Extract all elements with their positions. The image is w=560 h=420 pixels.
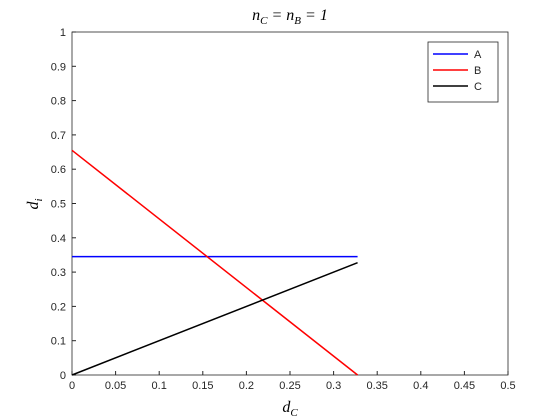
x-tick-label: 0.5 (500, 380, 515, 392)
x-tick-label: 0.45 (454, 380, 475, 392)
y-tick-label: 0.1 (51, 336, 66, 348)
chart-title: nC​ = nB​ = 1 (252, 7, 328, 27)
y-tick-label: 0.7 (51, 130, 66, 142)
y-axis-label: di​ (25, 198, 45, 209)
y-tick-label: 0.8 (51, 96, 66, 108)
y-tick-label: 0.6 (51, 164, 66, 176)
x-tick-label: 0.35 (366, 380, 387, 392)
line (71, 149, 359, 376)
y-tick-label: 0.3 (51, 267, 66, 279)
y-tick-label: 0.5 (51, 199, 66, 211)
y-tick-label: 0.2 (51, 301, 66, 313)
y-tick-label: 0.4 (51, 233, 66, 245)
x-tick-label: 0.25 (279, 380, 300, 392)
line (71, 261, 358, 376)
x-tick-label: 0.4 (413, 380, 428, 392)
x-axis-label: dC​ (282, 399, 298, 419)
y-tick-label: 0.9 (51, 61, 66, 73)
y-tick-label: 0 (60, 370, 66, 382)
x-tick-label: 0.3 (326, 380, 341, 392)
x-tick-label: 0.1 (152, 380, 167, 392)
legend-label: C (474, 81, 482, 93)
x-tick-label: 0.2 (239, 380, 254, 392)
x-tick-label: 0.05 (105, 380, 126, 392)
x-tick-label: 0 (69, 380, 75, 392)
x-tick-label: 0.15 (192, 380, 213, 392)
y-tick-label: 1 (60, 27, 66, 39)
legend-label: A (474, 49, 482, 61)
legend-box (427, 41, 499, 103)
legend-label: B (474, 65, 481, 77)
